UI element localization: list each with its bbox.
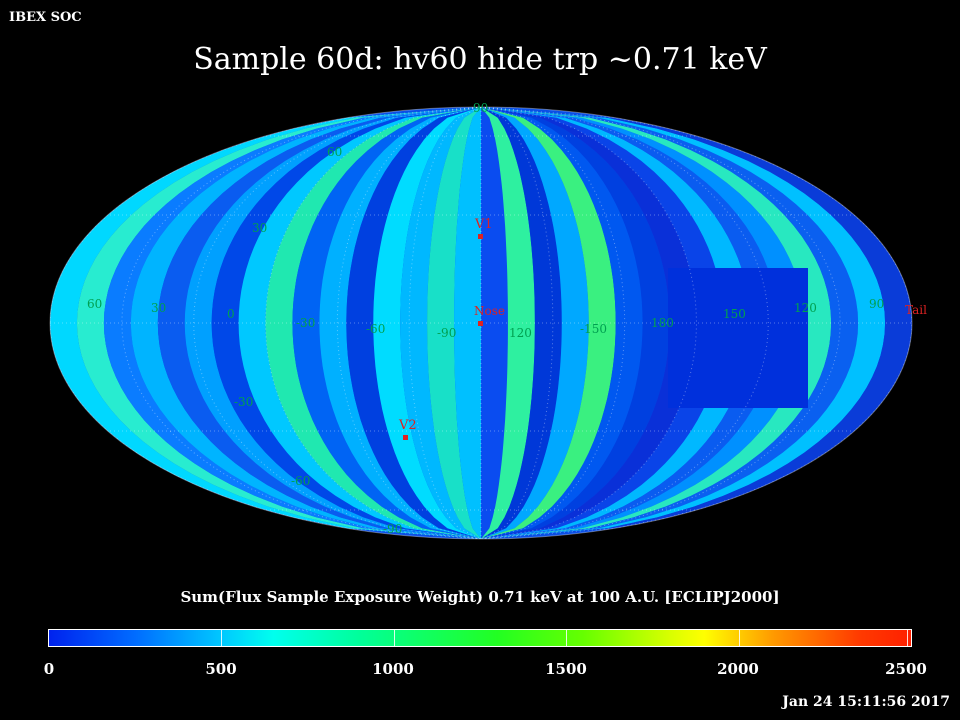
map-band: [481, 107, 535, 539]
lon-label: -60: [366, 322, 385, 336]
map-band: [292, 107, 481, 539]
marker-nose-dot: [478, 321, 483, 326]
colorbar-tick-label: 1500: [545, 660, 587, 678]
colorbar-label: Sum(Flux Sample Exposure Weight) 0.71 ke…: [180, 588, 780, 606]
colorbar-tick: [907, 630, 908, 646]
meridian-line: [480, 107, 626, 539]
map-outline: [49, 106, 913, 540]
map-band: [481, 107, 562, 539]
meridian-line: [480, 107, 912, 539]
colorbar-tick-label: 1000: [372, 660, 414, 678]
colorbar-tick: [221, 630, 222, 646]
graticule: [50, 107, 912, 539]
map-band: [481, 107, 508, 539]
meridian-line: [50, 107, 482, 539]
lon-label: 120: [794, 301, 817, 315]
meridian-line: [480, 107, 698, 539]
meridian-line: [264, 107, 482, 539]
colorbar-tick-label: 0: [43, 660, 55, 678]
marker-v2-dot: [403, 435, 408, 440]
map-band: [454, 107, 481, 539]
colorbar-tick-label: 2500: [885, 660, 927, 678]
lat-label: -60: [291, 474, 310, 488]
colorbar-tick: [566, 630, 567, 646]
lon-label: 120: [509, 326, 532, 340]
page-title: Sample 60d: hv60 hide trp ~0.71 keV: [193, 42, 767, 77]
lon-label: 0: [227, 307, 235, 321]
marker-v1-dot: [478, 234, 483, 239]
corner-label: IBEX SOC: [9, 10, 82, 25]
colorbar-tick: [394, 630, 395, 646]
lon-label: -30: [296, 316, 315, 330]
map-band: [481, 107, 589, 539]
lon-label: 60: [87, 297, 102, 311]
markers: V1 Nose V2 Tail: [398, 217, 927, 440]
marker-v1-label: V1: [474, 217, 493, 232]
lat-label: 30: [252, 221, 267, 235]
map-band: [373, 107, 481, 539]
map-band: [481, 107, 616, 539]
lat-label: -90: [383, 522, 402, 536]
map-band: [400, 107, 481, 539]
marker-tail-label: Tail: [905, 303, 927, 317]
map-band: [427, 107, 481, 539]
lat-label: -30: [234, 395, 253, 409]
map-band: [481, 107, 670, 539]
map-low-region: [668, 268, 808, 408]
lon-label: -150: [580, 322, 607, 336]
marker-v2-label: V2: [398, 418, 417, 433]
marker-nose-label: Nose: [474, 304, 505, 318]
lon-label: -90: [437, 326, 456, 340]
map-band: [319, 107, 481, 539]
meridian-line: [336, 107, 482, 539]
lon-label: 180: [651, 316, 674, 330]
map-band: [346, 107, 481, 539]
colorbar-tick-label: 2000: [717, 660, 759, 678]
meridian-line: [121, 107, 482, 539]
map-band: [481, 107, 643, 539]
timestamp: Jan 24 15:11:56 2017: [782, 694, 950, 710]
colorbar-tick-label: 500: [205, 660, 237, 678]
lon-label: 90: [869, 297, 884, 311]
colorbar: [48, 629, 912, 647]
meridian-line: [480, 107, 841, 539]
lon-label: 30: [151, 301, 166, 315]
colorbar-tick: [739, 630, 740, 646]
lon-label: 150: [723, 307, 746, 321]
lat-label: 90: [473, 101, 488, 115]
lat-label: 60: [327, 145, 342, 159]
grid-labels: 60 30 0 -30 -60 -90 120 -150 180 150 120…: [87, 101, 884, 536]
